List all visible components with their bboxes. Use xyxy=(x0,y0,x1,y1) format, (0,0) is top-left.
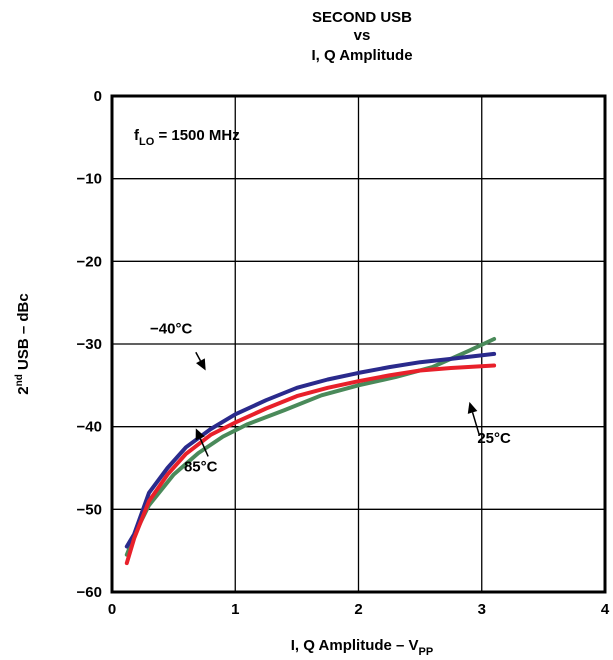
x-tick-label-2: 2 xyxy=(354,601,362,618)
chart-title-line-3: I, Q Amplitude xyxy=(311,47,412,64)
data-series xyxy=(124,337,497,566)
y-axis-label-post: USB – dBc xyxy=(15,293,32,374)
y-axis-label-pre: 2 xyxy=(15,386,32,394)
chart-title-line-2: vs xyxy=(354,27,371,44)
label-arrow-shaft-1 xyxy=(199,438,209,457)
y-tick-label-5: −50 xyxy=(77,501,102,518)
x-tick-label-0: 0 xyxy=(108,601,116,618)
x-axis-label-main: I, Q Amplitude – V xyxy=(291,637,419,654)
label-arrow-head-2 xyxy=(467,401,478,414)
y-tick-label-6: −60 xyxy=(77,584,102,601)
annotation-sub: LO xyxy=(139,136,155,148)
series-labels: −40°C 85°C 25°C xyxy=(150,320,511,475)
plot-frame xyxy=(110,94,607,594)
tick-labels: 0 1 2 3 4 0 −10 −20 −30 −40 −50 −60 xyxy=(77,88,610,618)
x-axis-label-sub: PP xyxy=(419,646,434,658)
label-arrow-shaft-2 xyxy=(471,412,481,436)
y-tick-label-0: 0 xyxy=(94,88,102,105)
x-axis-label: I, Q Amplitude – VPP xyxy=(291,637,433,658)
series-label-0: −40°C xyxy=(150,320,192,337)
x-tick-label-3: 3 xyxy=(478,601,486,618)
grid xyxy=(112,96,605,592)
series-line-0 xyxy=(124,351,497,549)
series-line-1 xyxy=(124,363,497,566)
y-tick-label-2: −20 xyxy=(77,253,102,270)
chart-title-line-1: SECOND USB xyxy=(312,9,412,26)
y-axis-label: 2nd USB – dBc xyxy=(14,293,32,394)
x-tick-label-1: 1 xyxy=(231,601,239,618)
x-tick-label-4: 4 xyxy=(601,601,610,618)
annotation-main: f xyxy=(134,127,140,144)
chart-title: SECOND USB vs I, Q Amplitude xyxy=(311,9,412,64)
label-arrow-shaft-0 xyxy=(195,351,202,362)
annotation-rest: = 1500 MHz xyxy=(154,127,239,144)
y-axis-label-sup: nd xyxy=(14,374,25,386)
y-tick-label-4: −40 xyxy=(77,419,102,436)
annotation-lo-frequency: fLO = 1500 MHz xyxy=(134,127,240,148)
label-arrow-head-1 xyxy=(195,428,205,441)
label-arrow-head-0 xyxy=(196,358,206,371)
y-tick-label-1: −10 xyxy=(77,171,102,188)
series-line-2 xyxy=(124,337,497,557)
y-tick-label-3: −30 xyxy=(77,336,102,353)
series-label-1: 85°C xyxy=(184,458,218,475)
series-label-2: 25°C xyxy=(477,430,511,447)
